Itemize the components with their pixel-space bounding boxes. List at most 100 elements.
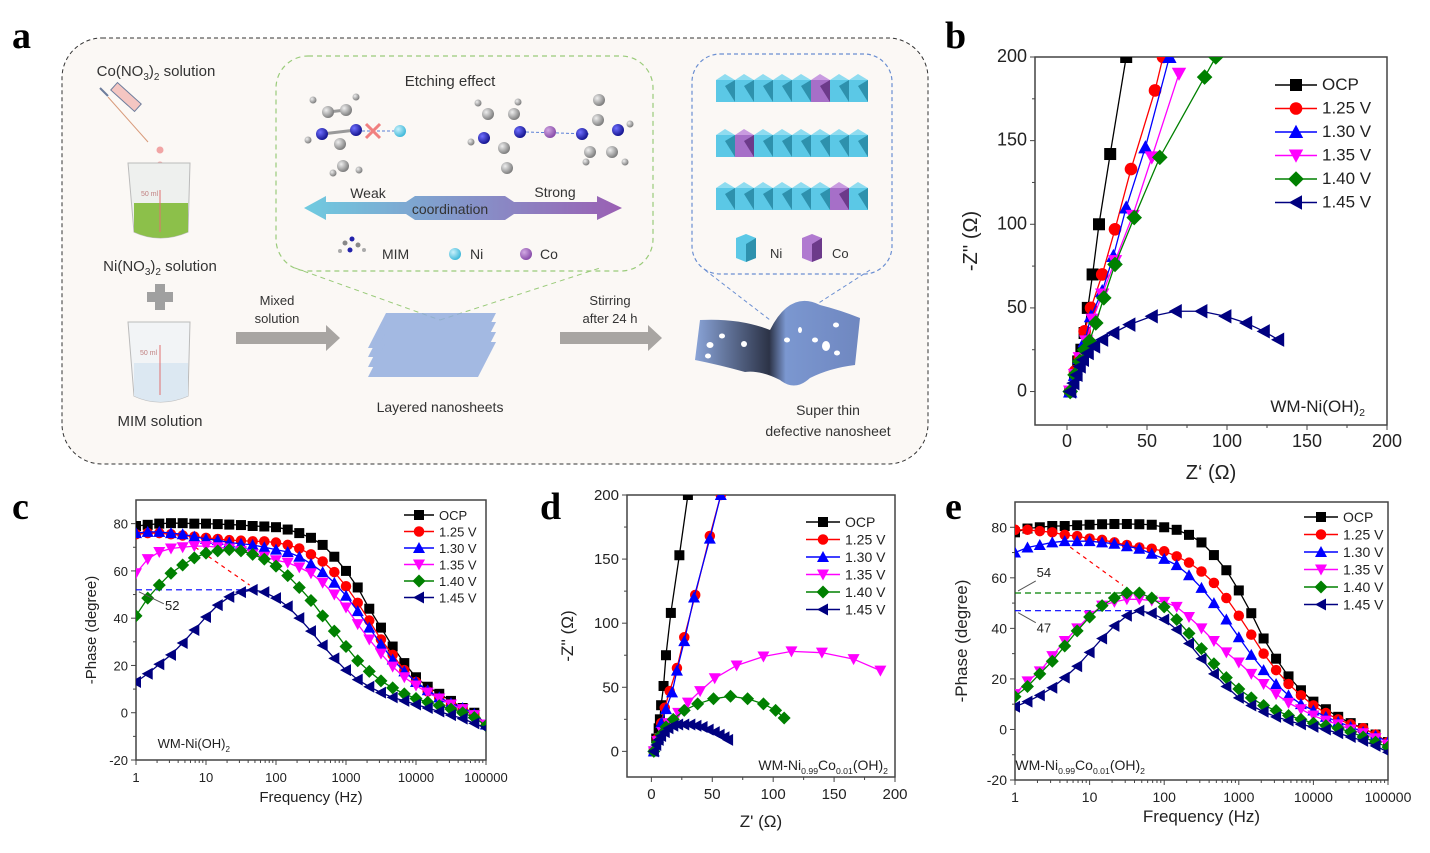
- data-point: [456, 706, 470, 720]
- data-point: [1283, 671, 1294, 682]
- data-point: [1046, 536, 1059, 548]
- data-point: [1282, 714, 1294, 727]
- data-point: [1120, 540, 1133, 552]
- legend-marker: [1316, 512, 1326, 522]
- legend-co-label: Co: [540, 246, 558, 262]
- data-point: [188, 624, 200, 636]
- y-tick-label: 200: [997, 46, 1027, 66]
- data-point: [1096, 632, 1108, 645]
- data-point: [351, 605, 364, 617]
- data-point: [1015, 546, 1021, 558]
- data-point: [1015, 700, 1020, 713]
- data-point: [421, 695, 435, 709]
- series-140V: [1015, 586, 1388, 754]
- callout-line: [1017, 612, 1037, 624]
- data-point: [1120, 57, 1133, 63]
- data-point: [1207, 597, 1220, 609]
- callout-label: 47: [1037, 621, 1051, 636]
- data-point: [468, 717, 480, 730]
- data-point: [1120, 586, 1134, 600]
- coordination-label: coordination: [412, 201, 488, 217]
- x-tick-label: 1000: [1223, 789, 1254, 805]
- legend-marker: [1290, 79, 1302, 91]
- data-point: [141, 554, 154, 566]
- data-point: [317, 556, 328, 567]
- data-point: [176, 528, 189, 540]
- series-145V: [136, 583, 486, 732]
- data-point: [1270, 710, 1282, 723]
- etching-effect-title: Etching effect: [405, 73, 496, 90]
- data-point: [1256, 324, 1270, 339]
- data-point: [222, 543, 236, 557]
- y-tick-label: 50: [1007, 297, 1027, 317]
- x-tick-label: 10: [199, 770, 213, 785]
- data-point: [1133, 542, 1146, 554]
- data-point: [678, 718, 690, 731]
- x-tick-label: 50: [704, 786, 721, 803]
- legend-label: 1.45 V: [845, 602, 886, 618]
- data-point: [223, 590, 235, 603]
- data-point: [1093, 218, 1105, 231]
- data-point: [658, 680, 669, 691]
- data-point: [1171, 67, 1187, 81]
- data-point: [1083, 610, 1097, 624]
- data-point: [304, 625, 316, 638]
- data-point: [304, 568, 317, 580]
- data-point: [246, 547, 260, 561]
- beaker-blue-icon: 50 ml: [127, 321, 191, 403]
- data-point: [224, 519, 235, 530]
- y-tick-label: 150: [594, 551, 619, 568]
- data-point: [341, 565, 351, 576]
- data-point: [340, 602, 352, 614]
- data-point: [189, 518, 200, 529]
- mim-solution-label: MIM solution: [117, 413, 202, 430]
- data-point: [1183, 557, 1195, 568]
- data-point: [363, 621, 376, 633]
- legend-label: OCP: [1343, 509, 1373, 525]
- data-point: [421, 702, 433, 714]
- data-point: [247, 521, 258, 531]
- data-point: [1307, 720, 1319, 733]
- data-point: [351, 673, 363, 686]
- sample-annotation: WM-Ni(OH)2: [158, 736, 231, 754]
- co-legend-icon: [520, 248, 532, 260]
- legend-marker: [413, 526, 425, 537]
- data-point: [1182, 611, 1195, 623]
- data-point: [688, 591, 700, 603]
- data-point: [1257, 705, 1269, 718]
- data-point: [1159, 522, 1170, 533]
- data-point: [1357, 734, 1369, 747]
- data-point: [292, 580, 306, 594]
- data-point: [1084, 519, 1095, 530]
- x-tick-label: 10: [1082, 789, 1098, 805]
- series-145V: [1063, 304, 1285, 399]
- panel-letter-e: e: [945, 486, 962, 528]
- legend-marker: [1314, 580, 1328, 594]
- data-point: [1047, 527, 1058, 538]
- data-point: [282, 539, 293, 551]
- data-point: [1144, 309, 1158, 324]
- data-point: [1138, 140, 1153, 154]
- legend-marker: [1288, 124, 1304, 138]
- data-point: [375, 622, 386, 633]
- data-point: [1295, 690, 1307, 701]
- legend-label: 1.30 V: [1343, 544, 1384, 560]
- syringe-icon: [99, 81, 149, 143]
- data-point: [480, 724, 486, 732]
- data-point: [1257, 678, 1270, 690]
- data-point: [1108, 619, 1120, 632]
- data-point: [1096, 536, 1109, 548]
- data-point: [1096, 290, 1112, 306]
- data-point: [1170, 613, 1184, 627]
- data-point: [1083, 646, 1095, 659]
- data-point: [1069, 367, 1083, 383]
- data-point: [352, 597, 363, 609]
- data-point: [234, 586, 246, 599]
- data-point: [1059, 521, 1070, 532]
- data-point: [1022, 524, 1033, 536]
- co-solution-label: Co(NO3)2 solution: [97, 63, 216, 83]
- data-point: [374, 648, 387, 660]
- y-tick-label: 0: [999, 721, 1007, 737]
- data-point: [1232, 657, 1245, 669]
- legend-marker: [1315, 564, 1327, 576]
